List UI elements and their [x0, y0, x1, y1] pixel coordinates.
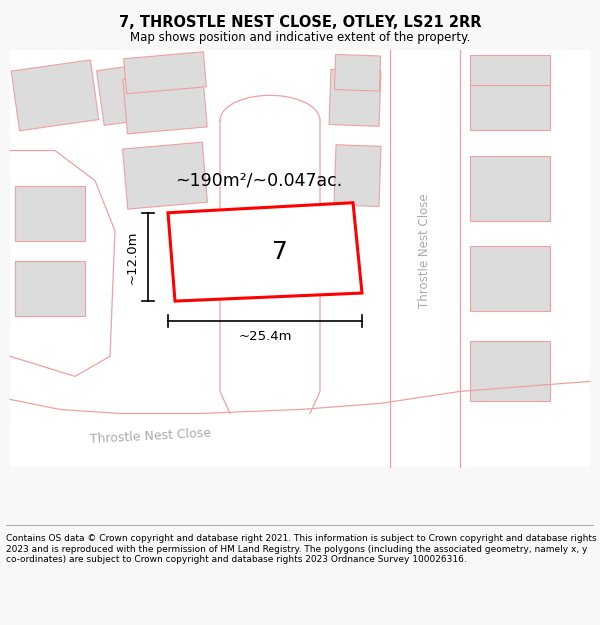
Text: Map shows position and indicative extent of the property.: Map shows position and indicative extent… [130, 31, 470, 44]
Text: 7, THROSTLE NEST CLOSE, OTLEY, LS21 2RR: 7, THROSTLE NEST CLOSE, OTLEY, LS21 2RR [119, 14, 481, 29]
Text: Contains OS data © Crown copyright and database right 2021. This information is : Contains OS data © Crown copyright and d… [6, 534, 596, 564]
Polygon shape [15, 186, 85, 241]
Polygon shape [10, 151, 115, 376]
Polygon shape [334, 54, 380, 91]
Bar [10, 50, 590, 467]
Text: ~190m²/~0.047ac.: ~190m²/~0.047ac. [175, 172, 342, 189]
Text: 7: 7 [272, 241, 287, 264]
Polygon shape [10, 381, 590, 467]
Polygon shape [329, 69, 381, 126]
Polygon shape [470, 156, 550, 221]
Polygon shape [220, 101, 320, 414]
Polygon shape [123, 72, 207, 134]
Polygon shape [470, 55, 550, 85]
Polygon shape [470, 70, 550, 131]
Text: Throstle Nest Close: Throstle Nest Close [419, 194, 431, 308]
Text: Throstle Nest Close: Throstle Nest Close [89, 427, 211, 446]
Text: ~25.4m: ~25.4m [238, 330, 292, 342]
Polygon shape [11, 60, 99, 131]
Polygon shape [334, 145, 381, 206]
Text: ~12.0m: ~12.0m [125, 230, 139, 284]
Polygon shape [470, 246, 550, 311]
Polygon shape [470, 341, 550, 401]
Polygon shape [390, 50, 460, 467]
Polygon shape [97, 60, 178, 126]
Polygon shape [124, 52, 206, 94]
Polygon shape [168, 202, 362, 301]
Polygon shape [15, 261, 85, 316]
Polygon shape [122, 142, 208, 209]
